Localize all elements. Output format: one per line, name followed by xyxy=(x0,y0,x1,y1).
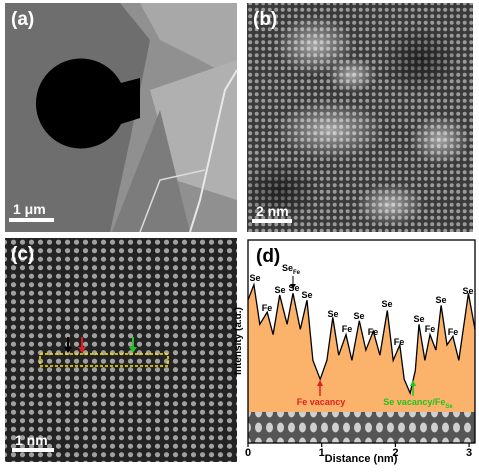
panel-b: (b) 2 nm xyxy=(247,3,473,232)
panel-d-text: (d) Se Fe SeFe Se Se Se Se Fe Se Fe Se F… xyxy=(233,246,474,465)
panel-label: (b) xyxy=(253,9,277,30)
peak-label: Se xyxy=(435,295,446,305)
panel-label: (c) xyxy=(11,244,34,265)
scale-bar-label: 1 μm xyxy=(13,201,46,217)
peak-label: Fe xyxy=(394,337,405,347)
peak-label: Se xyxy=(301,290,312,300)
peak-label: Se xyxy=(462,286,473,296)
scale-bar-label: 2 nm xyxy=(256,203,289,219)
peak-label: Se xyxy=(327,309,338,319)
panel-label: (a) xyxy=(11,9,34,30)
peak-label: Se xyxy=(249,273,260,283)
panel-c: (c) 1 nm xyxy=(5,238,237,462)
panel-d: 0 1 2 3 xyxy=(245,239,476,459)
x-tick-label: 0 xyxy=(245,447,251,459)
scale-bar-label: 1 nm xyxy=(15,432,48,448)
peak-label: Se xyxy=(288,283,299,293)
panel-label: (d) xyxy=(256,246,280,267)
line xyxy=(247,282,476,396)
peak-label: Fe xyxy=(342,324,353,334)
vacancy-arrowhead xyxy=(317,380,323,386)
peak-label-main: Se xyxy=(282,263,293,273)
x-tick-label: 1 xyxy=(319,447,325,459)
x-tick-label: 2 xyxy=(392,447,398,459)
peak-label: Fe xyxy=(425,324,436,334)
area xyxy=(248,284,475,412)
peak-label-sub: Fe xyxy=(293,270,301,276)
vacancy-arrowhead xyxy=(410,380,416,386)
peak-label: Fe xyxy=(448,327,459,337)
vacancy-label-sub: Se xyxy=(445,404,453,410)
peak-label: Se xyxy=(274,285,285,295)
peak-label: Fe xyxy=(262,303,273,313)
vacancy-label: Se vacancy/FeSe xyxy=(383,397,453,410)
peak-label: Se xyxy=(413,314,424,324)
peak-label: SeFe xyxy=(282,263,301,276)
x-axis-label: Distance (nm) xyxy=(325,453,398,465)
vacancy-label: Fe vacancy xyxy=(297,397,346,407)
x-tick-label: 3 xyxy=(466,447,472,459)
peak-label: Se xyxy=(381,299,392,309)
y-axis-label: Intensity (a.u.) xyxy=(233,307,244,375)
peak-label: Fe xyxy=(368,327,379,337)
panel-a: (a) 1 μm xyxy=(5,3,238,233)
peak-label: Se xyxy=(353,311,364,321)
vacancy-label-main: Se vacancy/Fe xyxy=(383,397,445,407)
plot-frame xyxy=(247,239,476,444)
